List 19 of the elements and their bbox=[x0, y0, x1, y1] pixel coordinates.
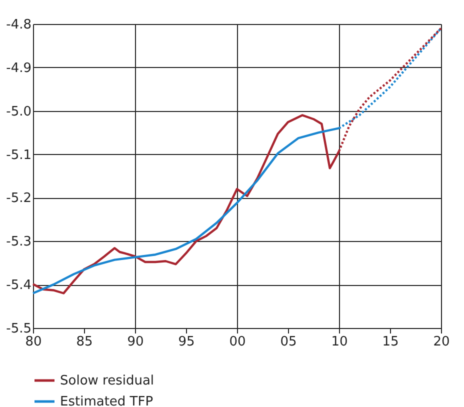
y-tick-label: -5.1 bbox=[6, 148, 32, 163]
y-tick-label: -5.0 bbox=[6, 104, 32, 120]
y-tick-label: -5.5 bbox=[6, 322, 32, 336]
x-tick-label: 95 bbox=[178, 334, 195, 350]
x-tick-label: 85 bbox=[76, 334, 93, 350]
y-tick-label: -5.4 bbox=[6, 278, 32, 294]
legend-label: Solow residual bbox=[60, 374, 154, 388]
x-tick-label: 20 bbox=[433, 334, 450, 350]
x-tick-label: 15 bbox=[382, 334, 399, 350]
x-tick-label: 05 bbox=[280, 334, 297, 350]
y-tick-label: -4.9 bbox=[6, 60, 32, 76]
y-tick-label: -5.2 bbox=[6, 191, 32, 206]
y-tick-label: -4.8 bbox=[6, 18, 32, 32]
x-tick-label: 90 bbox=[127, 334, 144, 350]
y-tick-label: -5.3 bbox=[6, 234, 32, 250]
legend-label: Estimated TFP bbox=[60, 394, 154, 407]
x-tick-label: 80 bbox=[25, 334, 42, 350]
x-tick-label: 00 bbox=[229, 334, 246, 350]
x-tick-label: 10 bbox=[331, 334, 348, 350]
